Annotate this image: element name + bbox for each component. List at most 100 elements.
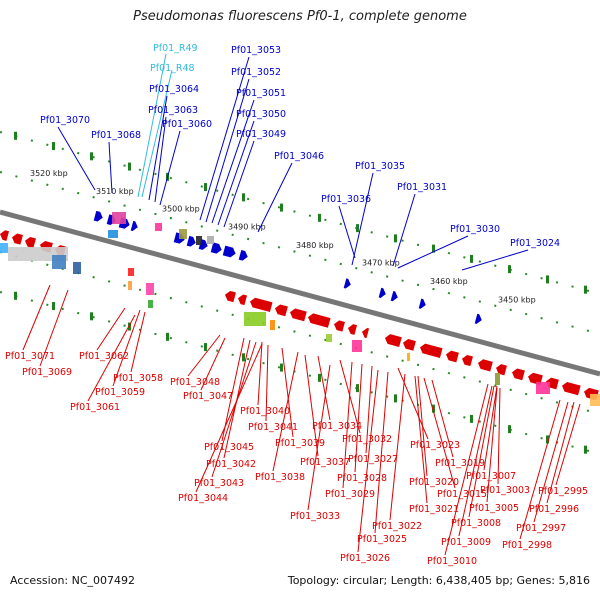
reverse-gene-shape bbox=[462, 354, 473, 367]
gene-label: Pf01_3037 bbox=[300, 457, 350, 468]
reverse-gene bbox=[403, 339, 416, 351]
kbp-tick-label: 3480 kbp bbox=[296, 241, 334, 250]
gene-leader-line bbox=[112, 309, 141, 387]
feature-box bbox=[196, 236, 202, 245]
forward-gene-shape bbox=[343, 278, 351, 289]
kbp-tick-label: 3490 kbp bbox=[228, 223, 266, 232]
gene-leader-line bbox=[414, 375, 428, 504]
gene-label: Pf01_3028 bbox=[337, 473, 387, 484]
reverse-gene-shape bbox=[290, 308, 307, 322]
reverse-gene bbox=[225, 290, 236, 303]
reverse-gene-shape bbox=[512, 368, 525, 381]
reverse-gene bbox=[462, 354, 473, 367]
gene-leader-line bbox=[354, 363, 363, 473]
track-tick bbox=[90, 152, 93, 161]
topology-text: Topology: circular; Length: 6,438,405 bp… bbox=[287, 574, 590, 587]
gene-label: Pf01_2995 bbox=[538, 486, 588, 497]
gene-leader-line bbox=[546, 401, 575, 504]
reverse-gene bbox=[12, 233, 23, 245]
gene-label: Pf01_3025 bbox=[357, 534, 407, 545]
gene-label: Pf01_R49 bbox=[153, 43, 198, 54]
rna-leader bbox=[141, 69, 173, 198]
forward-gene-shape bbox=[390, 291, 398, 302]
feature-box bbox=[146, 283, 154, 295]
track-tick bbox=[356, 384, 359, 393]
kbp-tick-label: 3470 kbp bbox=[362, 259, 400, 268]
gene-leader-line bbox=[397, 367, 429, 440]
track-tick bbox=[14, 291, 17, 300]
kbp-tick-label: 3510 kbp bbox=[96, 187, 134, 196]
track-tick bbox=[394, 234, 397, 243]
gene-leader-line bbox=[159, 130, 181, 206]
track-tick bbox=[204, 343, 207, 352]
gene-label: Pf01_3062 bbox=[79, 351, 129, 362]
reverse-gene-shape bbox=[308, 313, 331, 328]
reverse-gene-shape bbox=[334, 320, 345, 332]
gene-leader-line bbox=[87, 314, 136, 402]
track-tick bbox=[90, 312, 93, 321]
gene-label: Pf01_2996 bbox=[529, 504, 579, 515]
rna-leader bbox=[137, 53, 167, 198]
gene-leader-line bbox=[304, 354, 319, 457]
reverse-gene bbox=[348, 324, 358, 335]
gene-leader-line bbox=[374, 371, 389, 534]
reverse-gene bbox=[0, 230, 10, 241]
forward-gene bbox=[474, 313, 482, 324]
reverse-gene bbox=[250, 297, 273, 313]
gene-label: Pf01_3070 bbox=[40, 115, 90, 126]
gene-leader-line bbox=[397, 235, 469, 269]
gene-label: Pf01_3031 bbox=[397, 182, 447, 193]
feature-box bbox=[207, 236, 214, 244]
track-tick bbox=[280, 363, 283, 372]
kbp-tick-label: 3500 kbp bbox=[162, 205, 200, 214]
gene-leader-line bbox=[431, 379, 454, 458]
gene-leader-line bbox=[519, 399, 561, 540]
gene-label: Pf01_3061 bbox=[70, 402, 120, 413]
forward-gene bbox=[378, 287, 386, 298]
gene-label: Pf01_3060 bbox=[162, 119, 212, 130]
gene-leader-line bbox=[265, 344, 269, 422]
gene-label: Pf01_3071 bbox=[5, 351, 55, 362]
gene-label: Pf01_3034 bbox=[312, 421, 362, 432]
gene-label: Pf01_3059 bbox=[95, 387, 145, 398]
feature-box bbox=[112, 212, 126, 224]
gene-leader-line bbox=[417, 375, 428, 477]
gene-leader-line bbox=[392, 193, 416, 267]
gene-leader-line bbox=[307, 364, 331, 511]
reverse-gene-shape bbox=[275, 304, 288, 317]
gene-leader-line bbox=[483, 385, 498, 471]
track-tick bbox=[432, 404, 435, 413]
gene-label: Pf01_3040 bbox=[240, 406, 290, 417]
feature-box bbox=[495, 373, 500, 385]
gene-label: Pf01_3024 bbox=[510, 238, 560, 249]
gene-label: Pf01_3035 bbox=[355, 161, 405, 172]
gene-label: Pf01_3068 bbox=[91, 130, 141, 141]
reverse-gene-shape bbox=[496, 364, 507, 376]
reverse-gene bbox=[446, 350, 459, 363]
reverse-gene-shape bbox=[25, 236, 36, 249]
reverse-gene bbox=[496, 364, 507, 376]
gene-label: Pf01_3022 bbox=[372, 521, 422, 532]
feature-box bbox=[590, 394, 600, 406]
gene-label: Pf01_2998 bbox=[502, 540, 552, 551]
gene-leader-line bbox=[338, 205, 356, 259]
track-tick bbox=[508, 425, 511, 434]
feature-box bbox=[128, 281, 132, 290]
gene-leader-line bbox=[154, 116, 167, 203]
gene-leader-line bbox=[221, 337, 245, 442]
track-tick bbox=[432, 244, 435, 253]
forward-gene bbox=[186, 235, 196, 247]
track-tick bbox=[394, 394, 397, 403]
gene-label: Pf01_3058 bbox=[113, 373, 163, 384]
track-tick bbox=[204, 183, 207, 192]
gene-leader-line bbox=[257, 162, 293, 233]
feature-box bbox=[155, 223, 162, 231]
forward-gene bbox=[238, 249, 248, 261]
forward-gene bbox=[343, 278, 351, 289]
gene-leader-line bbox=[200, 337, 226, 391]
gene-label: Pf01_3042 bbox=[206, 459, 256, 470]
reverse-gene-shape bbox=[420, 343, 443, 358]
gene-label: Pf01_3049 bbox=[236, 129, 286, 140]
gene-label: Pf01_3029 bbox=[325, 489, 375, 500]
